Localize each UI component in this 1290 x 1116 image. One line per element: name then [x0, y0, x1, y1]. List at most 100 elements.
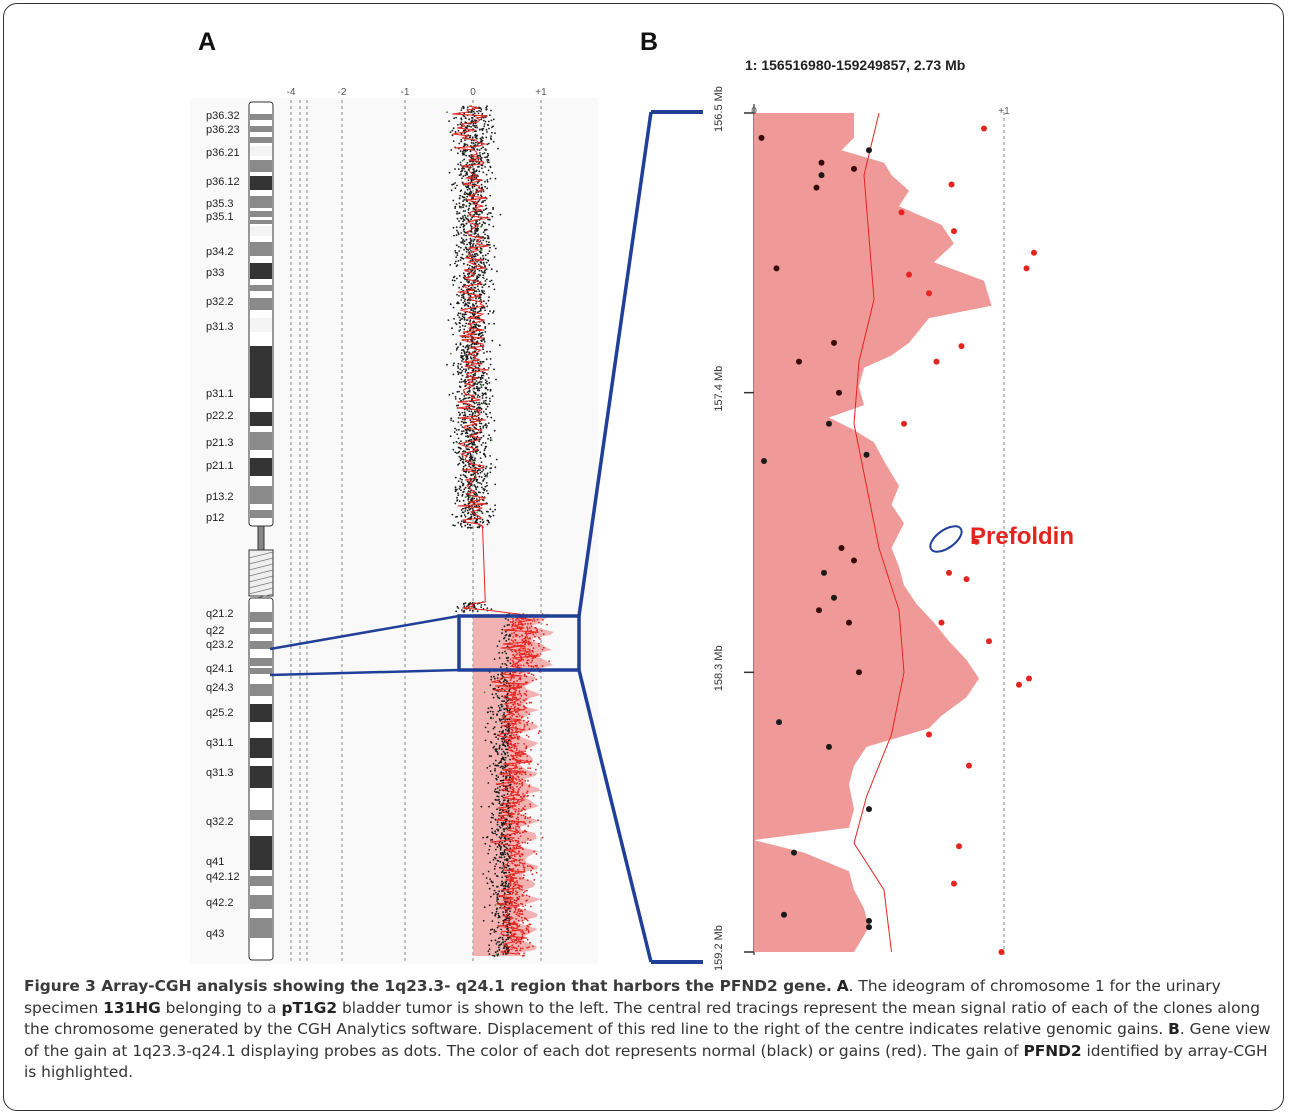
probe-dot	[524, 812, 527, 815]
probe-dot	[489, 845, 491, 847]
probe-dot	[463, 199, 466, 201]
probe-dot	[512, 789, 515, 792]
probe-dot	[462, 153, 464, 156]
probe-dot	[480, 374, 483, 377]
probe-dot	[508, 635, 510, 637]
probe-dot	[462, 422, 465, 424]
probe-dot	[464, 170, 466, 173]
probe-dot	[512, 704, 515, 706]
prefoldin-highlight-ellipse	[929, 525, 963, 553]
probe-dot	[473, 442, 475, 444]
probe-dot	[502, 938, 504, 941]
probe-dot	[485, 403, 488, 405]
probe-dot	[479, 307, 482, 310]
probe-dot	[483, 371, 486, 374]
probe-dot	[520, 695, 523, 697]
probe-dot	[475, 135, 478, 138]
probe-dot	[487, 437, 489, 440]
probe-dot	[487, 367, 490, 369]
probe-dot	[467, 179, 470, 182]
probe-dot	[499, 853, 502, 856]
probe-dot	[513, 933, 515, 936]
probe-dot	[486, 179, 489, 181]
probe-dot	[474, 231, 476, 233]
probe-dot	[475, 204, 477, 207]
probe-dot	[457, 373, 460, 376]
probe-dot	[491, 912, 494, 914]
panel-b-probe-dot	[866, 917, 872, 924]
probe-dot	[529, 649, 531, 652]
probe-dot	[504, 940, 506, 943]
probe-dot	[500, 856, 503, 859]
panel-b-probe-dot	[938, 619, 945, 626]
probe-dot	[458, 197, 461, 200]
probe-dot	[457, 404, 460, 407]
probe-dot	[465, 431, 468, 434]
probe-dot	[461, 360, 463, 362]
probe-dot	[500, 880, 503, 883]
probe-dot	[525, 639, 527, 642]
probe-dot	[515, 825, 517, 828]
probe-dot	[524, 632, 527, 635]
probe-dot	[514, 634, 517, 636]
probe-dot	[455, 260, 457, 263]
probe-dot	[496, 900, 498, 902]
probe-dot	[487, 142, 490, 145]
probe-dot	[459, 123, 462, 126]
probe-dot	[505, 775, 507, 778]
probe-dot	[476, 137, 478, 140]
probe-dot	[480, 510, 483, 513]
probe-dot	[498, 344, 501, 346]
probe-dot	[485, 261, 488, 264]
probe-dot	[488, 127, 490, 130]
probe-dot	[475, 498, 478, 500]
probe-dot	[527, 736, 530, 738]
probe-dot	[531, 619, 534, 622]
probe-dot	[473, 323, 476, 326]
probe-dot	[474, 412, 477, 415]
probe-dot	[456, 217, 459, 220]
probe-dot	[484, 309, 486, 312]
probe-dot	[520, 664, 522, 667]
probe-dot	[458, 250, 461, 252]
probe-dot	[497, 738, 500, 740]
probe-dot	[457, 312, 460, 315]
probe-dot	[464, 507, 466, 510]
probe-dot	[479, 152, 481, 154]
probe-dot	[457, 163, 460, 166]
probe-dot	[482, 261, 485, 264]
probe-dot	[474, 244, 477, 247]
probe-dot	[453, 431, 456, 433]
probe-dot	[483, 322, 486, 324]
probe-dot	[457, 233, 460, 236]
ideogram-band	[250, 114, 272, 120]
probe-dot	[492, 283, 495, 286]
probe-dot	[501, 671, 504, 674]
probe-dot	[478, 269, 481, 272]
band-label: p34.2	[206, 246, 234, 258]
probe-dot	[463, 605, 466, 608]
probe-dot	[499, 943, 501, 946]
probe-dot	[461, 159, 464, 162]
caption-figure-number: Figure 3	[24, 977, 96, 995]
probe-dot	[455, 610, 458, 613]
probe-dot	[517, 910, 520, 913]
probe-dot	[501, 663, 504, 665]
probe-dot	[514, 639, 517, 642]
probe-dot	[525, 698, 527, 700]
probe-dot	[495, 774, 498, 777]
probe-dot	[467, 503, 470, 505]
probe-dot	[489, 137, 492, 140]
probe-dot	[486, 123, 489, 126]
probe-dot	[461, 317, 463, 320]
probe-dot	[460, 140, 463, 143]
probe-dot	[510, 937, 512, 940]
probe-dot	[482, 469, 485, 471]
probe-dot	[478, 381, 481, 384]
probe-dot	[465, 460, 467, 463]
ideogram-band	[250, 458, 272, 476]
probe-dot	[475, 119, 478, 122]
probe-dot	[462, 474, 465, 476]
probe-dot	[492, 858, 495, 861]
probe-dot	[484, 726, 487, 729]
